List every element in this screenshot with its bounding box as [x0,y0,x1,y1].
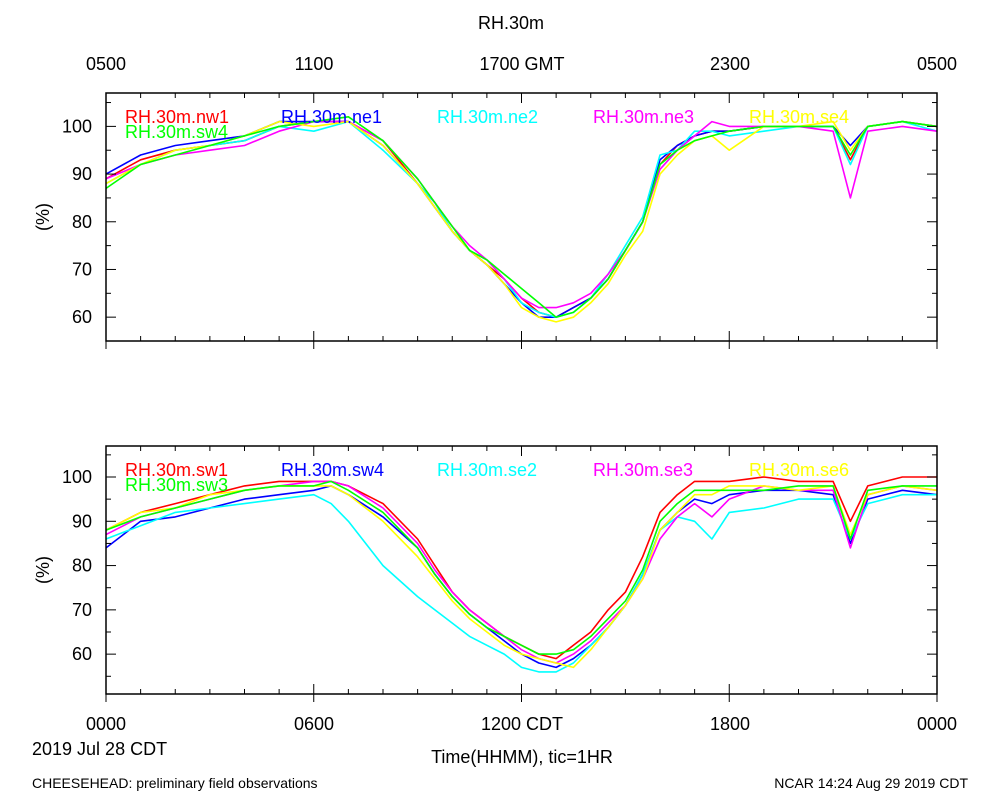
chart-title: RH.30m [478,13,544,33]
bottom-tick-label: 1800 [710,714,750,734]
y-tick-label: 90 [72,511,92,531]
bottom-axis-ticklabels: 0000 0600 1200 CDT 1800 0000 [86,714,957,734]
series-line-RH.30m.se6 [105,485,938,669]
bottom-tick-label: 0600 [294,714,334,734]
upper-panel: 60 70 80 90 100 (%) RH.30m.nw1 RH.30m.ne1 RH.30m… [33,92,938,349]
legend-entry: RH.30m.sw1 [125,460,228,480]
top-tick-label: 1100 [295,54,334,74]
x-axis-label: Time(HHMM), tic=1HR [431,747,613,767]
legend-entry: RH.30m.se6 [749,460,849,480]
y-tick-label: 60 [72,644,92,664]
legend-entry: RH.30m.ne2 [437,107,538,127]
legend-entry: RH.30m.ne3 [593,107,694,127]
top-tick-label: 1700 GMT [479,54,564,74]
series-line-RH.30m.se2 [105,493,937,673]
legend-entry: RH.30m.ne1 [281,107,382,127]
series-line-RH.30m.ne3 [105,120,938,309]
bottom-tick-label: 0000 [86,714,126,734]
top-axis-ticklabels: 0500 1100 1700 GMT 2300 0500 [86,54,957,74]
legend-entry: RH.30m.se3 [593,460,693,480]
legend-entry: RH.30m.nw1 [125,107,229,127]
series-line-RH.30m.se4 [105,120,938,323]
y-tick-label: 80 [72,556,92,576]
bottom-tick-label: 0000 [917,714,957,734]
top-tick-label: 0500 [917,54,957,74]
legend-entry: RH.30m.sw3 [125,475,228,495]
series-line-RH.30m.sw3 [105,480,937,655]
y-axis-label: (%) [33,556,53,584]
y-axis-label: (%) [33,203,53,231]
y-tick-label: 60 [72,307,92,327]
series-line-RH.30m.sw4 [105,485,938,669]
top-tick-label: 0500 [86,54,126,74]
y-tick-label: 70 [72,259,92,279]
date-label: 2019 Jul 28 CDT [32,739,167,759]
legend-entry: RH.30m.se4 [749,107,849,127]
y-tick-label: 90 [72,164,92,184]
y-tick-label: 100 [62,116,92,136]
series-line-RH.30m.sw1 [105,476,937,660]
legend-entry: RH.30m.se2 [437,460,537,480]
footer-right-note: NCAR 14:24 Aug 29 2019 CDT [774,775,968,791]
legend-entry: RH.30m.sw4 [125,122,228,142]
footer-left-note: CHEESEHEAD: preliminary field observatio… [32,775,318,791]
legend-entry: RH.30m.sw4 [281,460,384,480]
plot-frame [105,445,938,695]
lower-panel: 60 70 80 90 100 (%) RH.30m.sw1 RH.30m.sw4 RH.30m… [33,445,938,702]
y-tick-label: 70 [72,600,92,620]
series-line-RH.30m.sw4 [105,116,938,319]
bottom-tick-label: 1200 CDT [481,714,563,734]
y-tick-label: 100 [62,467,92,487]
top-tick-label: 2300 [710,54,750,74]
series-line-RH.30m.se3 [105,480,938,664]
y-tick-label: 80 [72,212,92,232]
